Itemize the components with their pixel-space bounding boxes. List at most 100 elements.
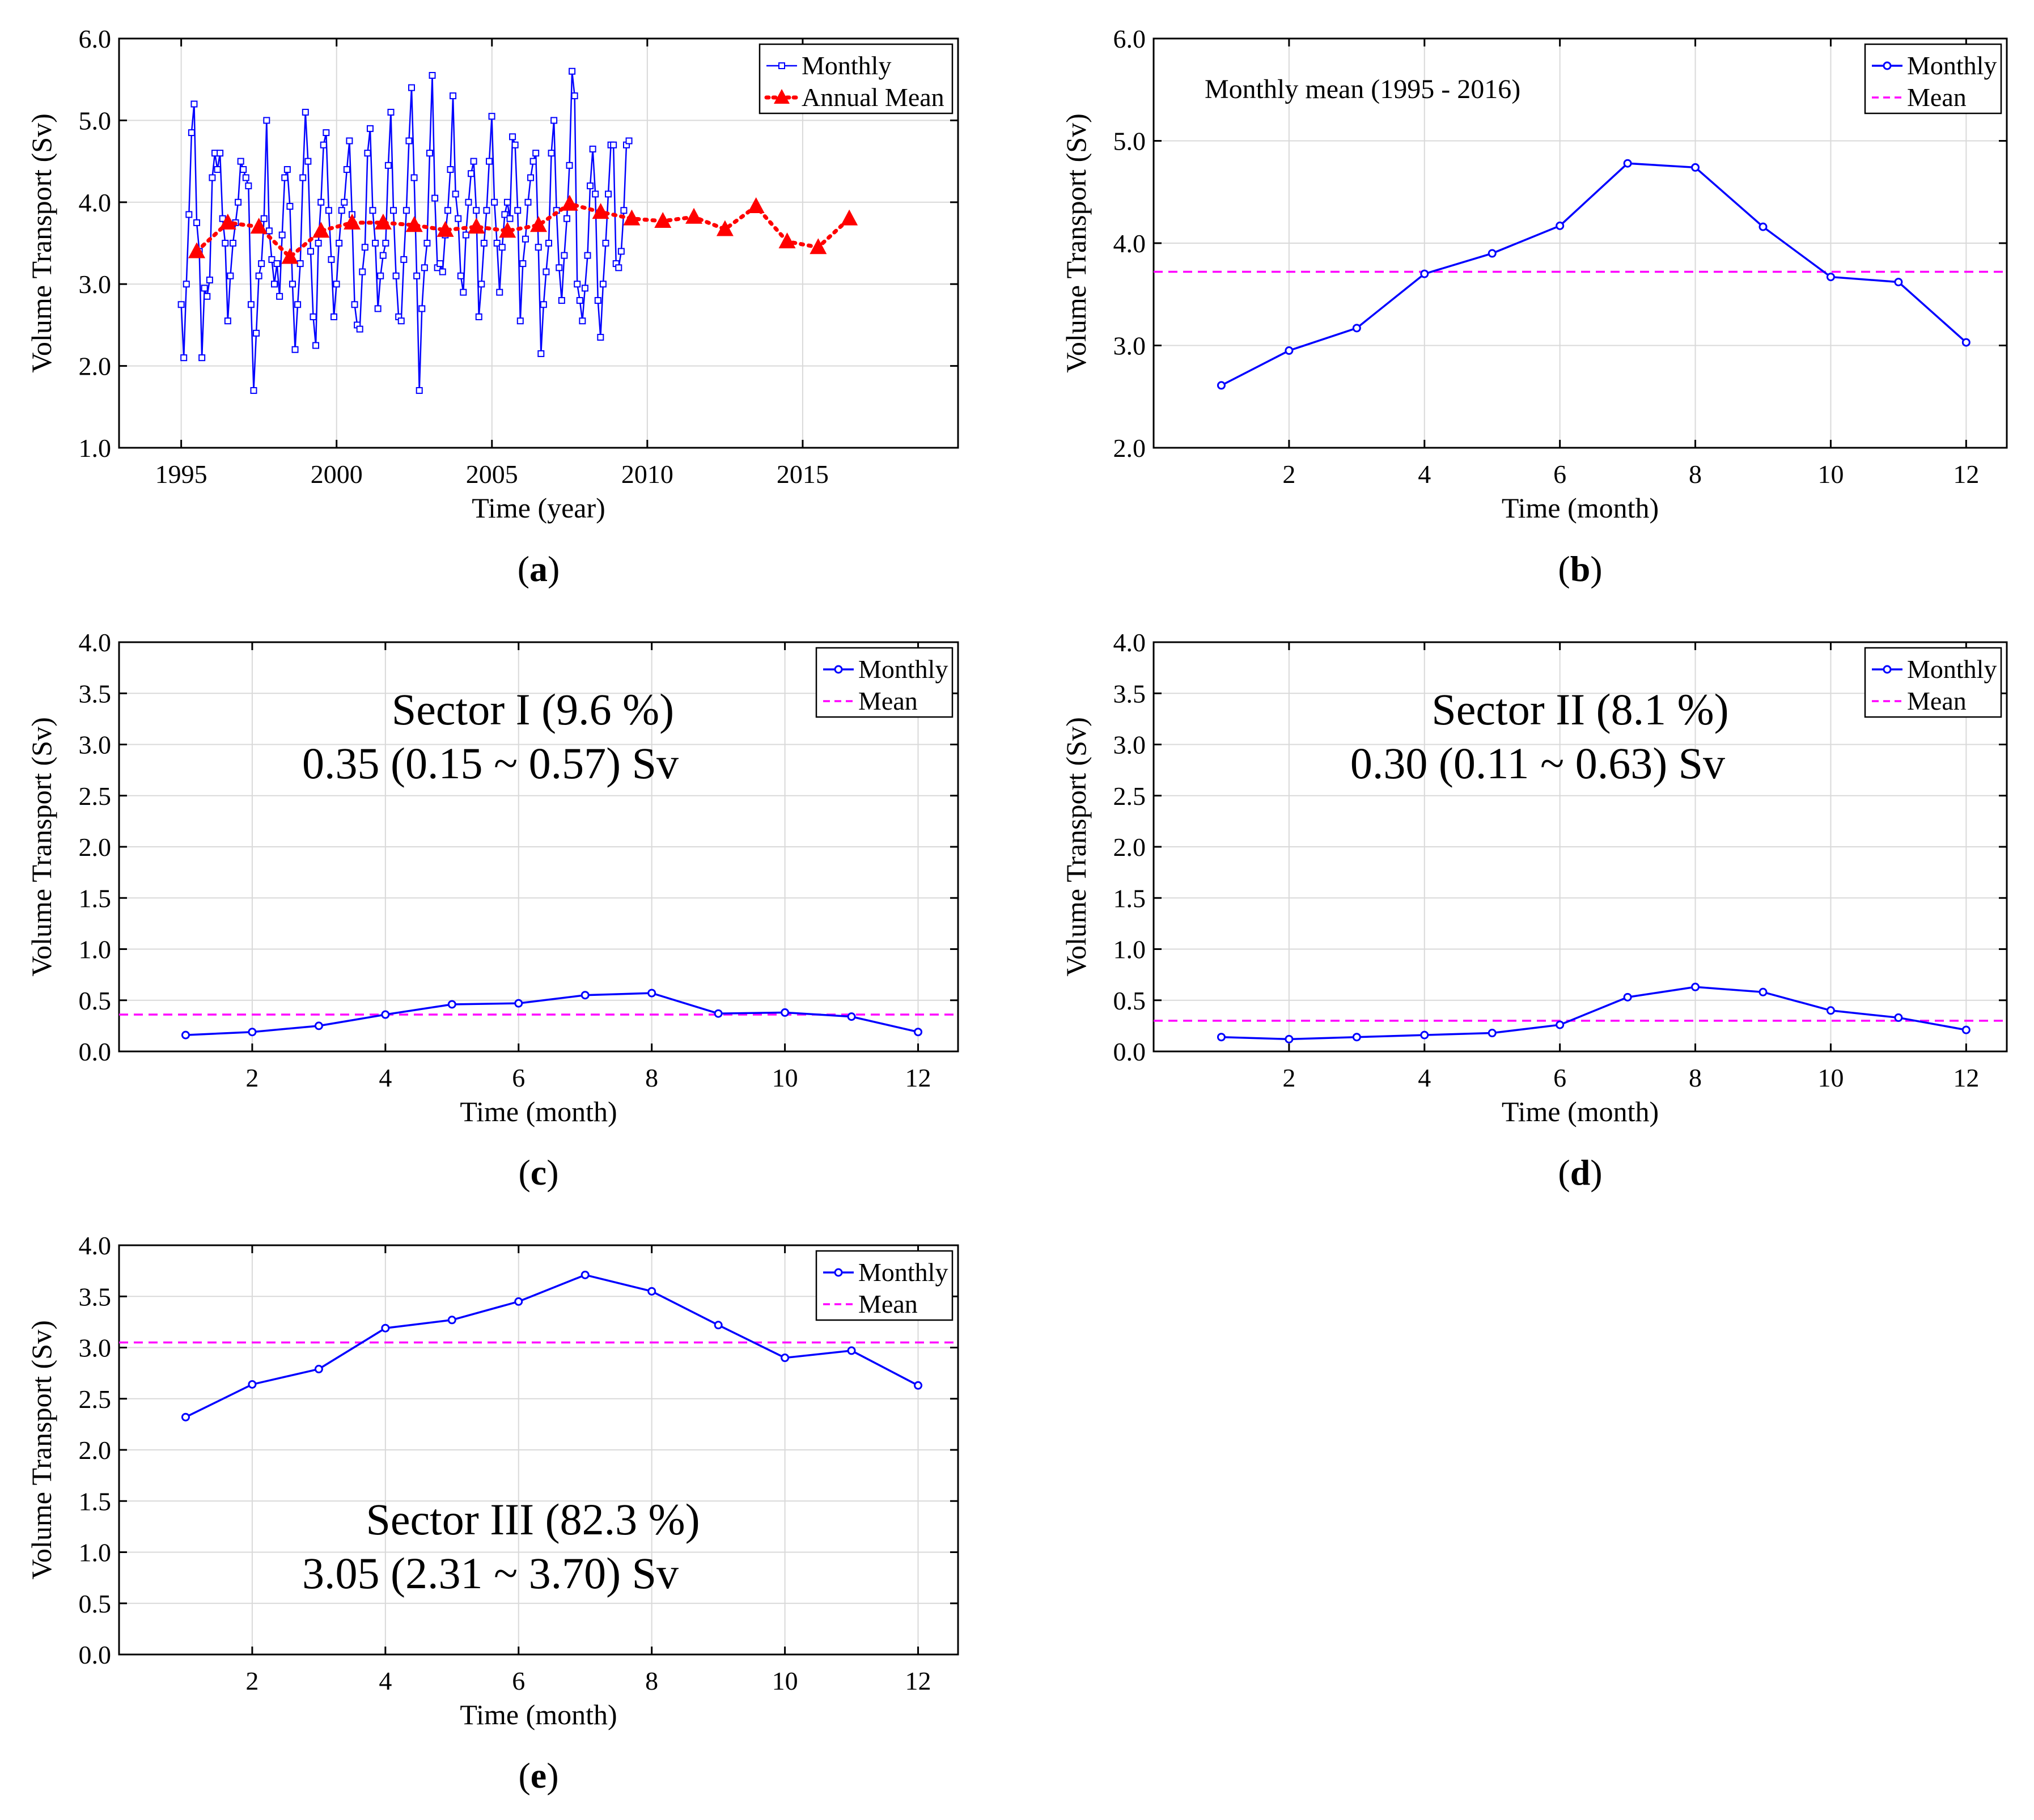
- monthly-point: [522, 235, 529, 243]
- monthly-point: [268, 256, 276, 263]
- monthly-point: [506, 215, 514, 222]
- monthly-point: [574, 281, 581, 288]
- legend-annual-marker: [774, 89, 790, 104]
- y-tick-label: 1.5: [1113, 884, 1146, 913]
- monthly-point: [258, 260, 265, 268]
- monthly-point: [1352, 324, 1361, 333]
- monthly-point: [201, 285, 208, 292]
- panel-label-letter: a: [529, 549, 548, 589]
- y-tick-label: 0.5: [79, 1589, 112, 1618]
- monthly-point: [255, 272, 262, 279]
- y-tick-label: 2.0: [1113, 833, 1146, 862]
- monthly-point: [181, 1412, 190, 1422]
- annual-mean-marker: [250, 218, 268, 234]
- panel-label-close: ): [546, 1755, 558, 1796]
- legend-monthly-label: Monthly: [1907, 51, 1997, 80]
- monthly-point: [299, 174, 307, 181]
- monthly-point: [483, 207, 490, 214]
- y-tick-label: 3.0: [79, 1334, 112, 1363]
- legend-monthly-marker: [1883, 61, 1892, 70]
- monthly-point: [714, 1009, 723, 1018]
- chart-panel-a: 1995 2000 2005 2010 2015 1.0 2.0 3.0 4.0 5.0 6.0 Ti…: [26, 24, 959, 589]
- monthly-point: [431, 194, 439, 202]
- monthly-point: [1488, 1029, 1497, 1038]
- monthly-point: [437, 260, 444, 268]
- monthly-point: [364, 150, 371, 157]
- y-axis-label: Volume Transport (Sv): [26, 113, 57, 372]
- annual-mean-marker: [841, 209, 858, 226]
- monthly-point: [550, 117, 558, 124]
- monthly-point: [597, 334, 604, 341]
- monthly-point: [289, 281, 296, 288]
- legend-monthly-label: Monthly: [1907, 655, 1997, 684]
- monthly-point: [423, 240, 431, 247]
- y-tick-label: 0.0: [1113, 1037, 1146, 1066]
- monthly-point: [180, 354, 188, 362]
- x-tick-label: 1995: [155, 460, 207, 489]
- series-monthly-line: [180, 71, 630, 391]
- legend-box: [815, 1250, 954, 1321]
- monthly-point: [384, 162, 392, 169]
- monthly-point: [185, 211, 193, 218]
- monthly-point: [222, 240, 229, 247]
- monthly-point: [343, 166, 350, 173]
- monthly-point: [450, 92, 457, 100]
- series-monthly-line: [185, 992, 918, 1036]
- monthly-point: [584, 252, 591, 259]
- monthly-point: [413, 272, 421, 279]
- annual-mean-marker: [561, 194, 578, 211]
- legend-box: [1864, 647, 2002, 718]
- monthly-point: [847, 1012, 856, 1021]
- legend-box: [1864, 43, 2002, 114]
- monthly-point: [447, 166, 454, 173]
- monthly-point: [462, 231, 469, 239]
- monthly-point: [341, 198, 348, 206]
- monthly-point: [247, 301, 255, 308]
- monthly-point: [1691, 163, 1700, 172]
- x-axis-label: Time (month): [460, 1699, 617, 1730]
- x-axis-label: Time (month): [1502, 1096, 1659, 1127]
- y-tick-label: 3.0: [1113, 731, 1146, 760]
- legend-monthly-marker: [778, 62, 785, 69]
- monthly-point: [1691, 982, 1700, 991]
- monthly-point: [1961, 1025, 1971, 1034]
- monthly-point: [478, 281, 485, 288]
- x-tick-label: 2: [245, 1063, 259, 1092]
- y-tick-label: 2.0: [79, 833, 112, 862]
- panel-label-open: (: [518, 549, 529, 589]
- monthly-point: [250, 387, 257, 394]
- monthly-point: [392, 272, 400, 279]
- monthly-point: [410, 174, 418, 181]
- monthly-point: [227, 272, 234, 279]
- panel-label-letter: d: [1570, 1152, 1591, 1193]
- x-axis-label: Time (month): [460, 1096, 617, 1127]
- monthly-point: [1420, 1030, 1429, 1040]
- monthly-point: [325, 207, 332, 214]
- x-tick-label: 6: [512, 1666, 525, 1695]
- monthly-point: [581, 285, 588, 292]
- monthly-point: [587, 182, 594, 189]
- monthly-point: [468, 170, 475, 177]
- x-tick-label: 6: [512, 1063, 525, 1092]
- monthly-point: [302, 108, 309, 116]
- monthly-point: [276, 292, 283, 300]
- annual-mean-marker: [188, 242, 206, 258]
- chart-panel-d: 2 4 6 8 10 12 0.0 0.5 1.0 1.5 2.0 2.5 3.0 3.5 4.0 Time …: [1060, 628, 2008, 1193]
- panel-label-close: ): [1590, 549, 1602, 589]
- monthly-point: [532, 150, 540, 157]
- monthly-point: [209, 174, 216, 181]
- x-tick-label: 10: [1817, 460, 1844, 489]
- monthly-point: [429, 71, 436, 79]
- sector-annotation-value: 0.35 (0.15 ~ 0.57) Sv: [302, 739, 679, 788]
- annual-mean-marker: [219, 213, 236, 230]
- annual-mean-marker: [747, 197, 765, 214]
- x-tick-label: 2: [1282, 460, 1295, 489]
- monthly-point: [1894, 278, 1903, 287]
- annual-mean-marker: [374, 213, 392, 230]
- monthly-point: [374, 305, 382, 312]
- monthly-point: [1217, 381, 1226, 390]
- y-tick-label: 2.5: [79, 1385, 112, 1414]
- monthly-point: [625, 137, 633, 145]
- monthly-point: [328, 256, 335, 263]
- sector-annotation-value: 0.30 (0.11 ~ 0.63) Sv: [1350, 739, 1725, 788]
